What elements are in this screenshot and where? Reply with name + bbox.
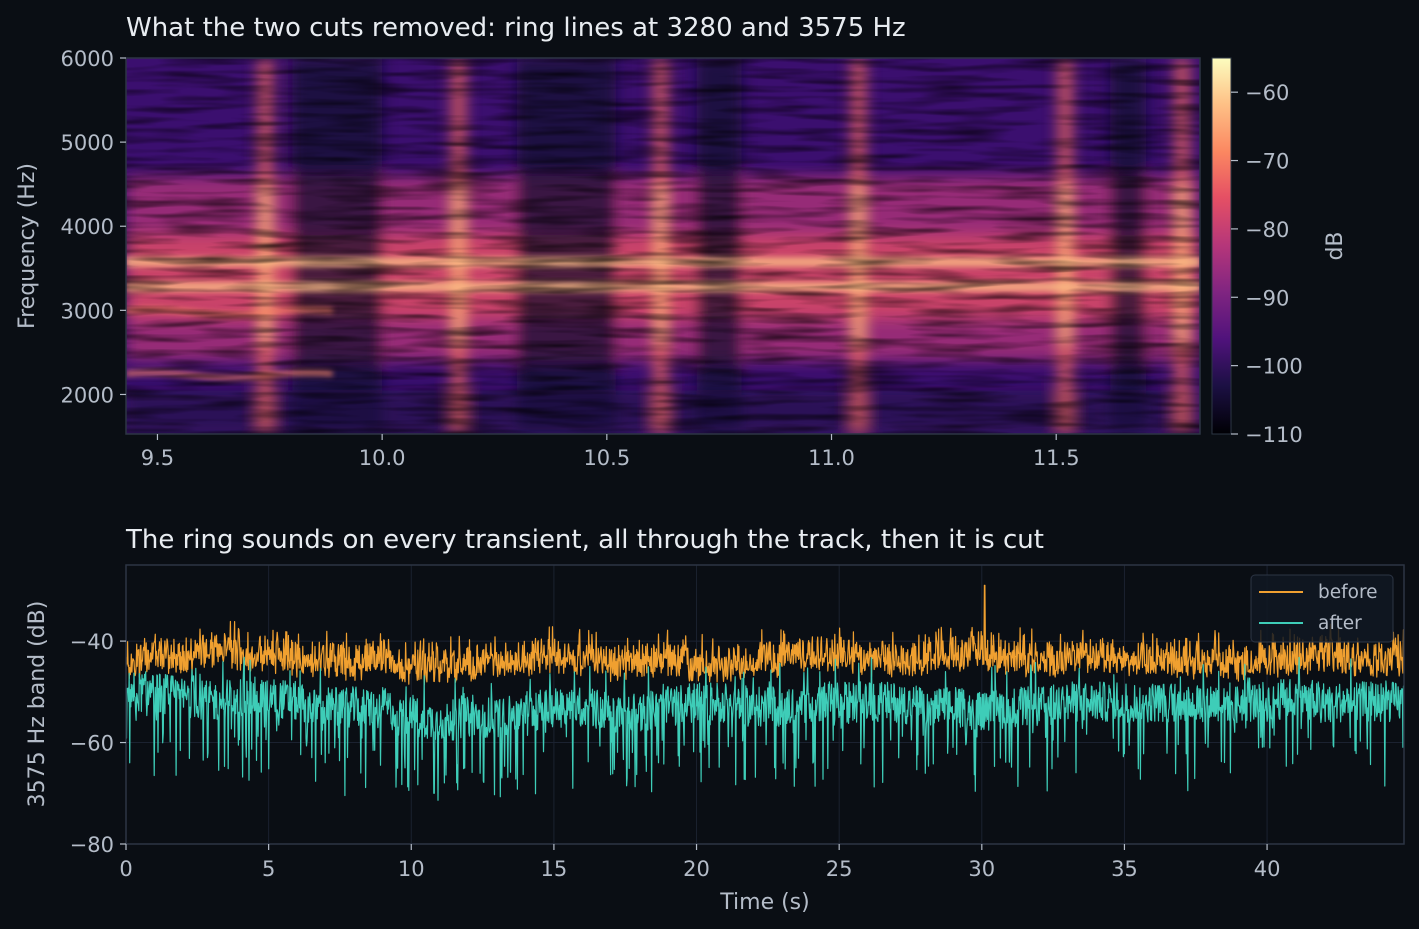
band-level-axes: 0 5 10 15 20 25 30 35 40 −80 −60 −40	[70, 630, 1281, 881]
band-level-x-tick-label: 40	[1254, 857, 1281, 881]
spectrogram-y-tick-label: 6000	[61, 47, 114, 71]
spectrogram-x-tick-label: 9.5	[141, 446, 174, 470]
band-level-title: The ring sounds on every transient, all …	[125, 525, 1044, 555]
spectrogram-y-tick-label: 2000	[61, 383, 114, 407]
spectrogram-x-tick-label: 10.5	[583, 446, 630, 470]
band-level-y-tick-label: −80	[70, 833, 114, 857]
legend-label-after: after	[1318, 613, 1362, 634]
band-level-x-tick-label: 5	[262, 857, 275, 881]
series-line-after	[126, 656, 1404, 801]
spectrogram-y-tick-label: 3000	[61, 299, 114, 323]
spectrogram-x-tick-label: 11.0	[808, 446, 855, 470]
colorbar-tick-label: −90	[1245, 286, 1289, 310]
spectrogram-y-tick-label: 4000	[61, 215, 114, 239]
colorbar-tick-label: −100	[1245, 355, 1303, 379]
band-level-x-tick-label: 0	[119, 857, 132, 881]
colorbar-axes: −60 −70 −80 −90 −100 −110	[1231, 81, 1303, 447]
band-level-x-tick-label: 25	[826, 857, 853, 881]
spectrogram-x-tick-label: 10.0	[359, 446, 406, 470]
band-level-y-tick-label: −40	[70, 630, 114, 654]
band-level-x-tick-label: 15	[541, 857, 568, 881]
band-level-frame	[125, 564, 1405, 845]
band-level-x-tick-label: 10	[398, 857, 425, 881]
band-level-x-axis-label: Time (s)	[719, 890, 809, 915]
band-level-y-axis-label: 3575 Hz band (dB)	[25, 601, 50, 808]
colorbar-tick-label: −80	[1245, 218, 1289, 242]
band-level-series	[126, 584, 1404, 801]
spectrogram-noise-texture	[126, 58, 1200, 434]
spectrogram-y-axis-label: Frequency (Hz)	[15, 163, 40, 329]
band-level-x-tick-label: 30	[968, 857, 995, 881]
spectrogram-title: What the two cuts removed: ring lines at…	[126, 13, 906, 43]
series-line-before	[126, 584, 1404, 686]
spectrogram-x-tick-label: 11.5	[1033, 446, 1080, 470]
spectrogram-y-tick-label: 5000	[61, 131, 114, 155]
colorbar-tick-label: −70	[1245, 150, 1289, 174]
colorbar-tick-label: −60	[1245, 81, 1289, 105]
colorbar-label: dB	[1323, 231, 1348, 260]
band-level-y-tick-label: −60	[70, 732, 114, 756]
legend: before after	[1250, 574, 1394, 643]
spectrogram-axes: 9.5 10.0 10.5 11.0 11.5 2000 3000 4000 5000 6000	[61, 47, 1080, 470]
colorbar-tick-label: −110	[1245, 423, 1303, 447]
spectrogram-frame	[125, 57, 1201, 435]
band-level-x-tick-label: 20	[683, 857, 710, 881]
band-level-x-tick-label: 35	[1111, 857, 1138, 881]
spectrogram-plot	[126, 58, 1200, 434]
colorbar	[1211, 57, 1232, 435]
legend-label-before: before	[1318, 582, 1378, 603]
